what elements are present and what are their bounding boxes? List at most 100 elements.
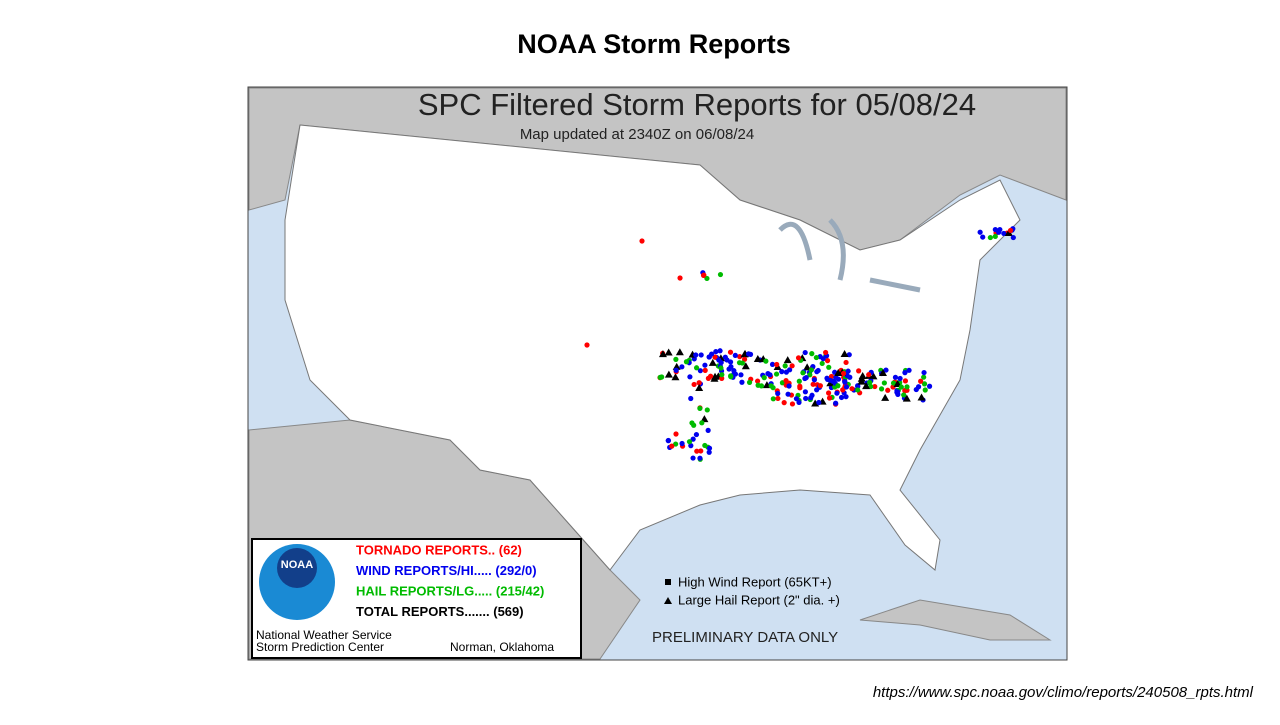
report-dot — [997, 226, 1003, 233]
report-dot — [890, 380, 897, 386]
report-dot — [688, 395, 694, 402]
report-dot — [719, 372, 725, 378]
report-dot — [820, 356, 826, 362]
hail-large-marker — [902, 394, 911, 402]
report-dot — [802, 389, 808, 395]
report-dot — [789, 401, 796, 407]
report-dot — [697, 405, 703, 411]
report-dot — [673, 367, 679, 373]
report-dot — [811, 377, 817, 383]
report-dot — [738, 372, 744, 378]
report-dot — [833, 374, 839, 380]
slide-title: NOAA Storm Reports — [517, 29, 791, 59]
report-dot — [727, 359, 734, 365]
report-dot — [704, 407, 710, 413]
report-dot — [679, 440, 685, 447]
report-dot — [902, 388, 908, 394]
usa — [284, 124, 1021, 571]
hail-large-marker — [1004, 228, 1013, 236]
report-dot — [727, 349, 734, 355]
report-dot — [802, 349, 808, 356]
hail-large-marker — [671, 373, 680, 381]
report-dot — [878, 386, 885, 392]
report-dot — [697, 455, 703, 461]
report-dot — [741, 356, 748, 362]
report-dot — [800, 370, 806, 376]
hail-large-marker — [708, 358, 717, 366]
report-dot — [700, 272, 707, 278]
source-url: https://www.spc.noaa.gov/climo/reports/2… — [873, 684, 1254, 701]
report-dot — [901, 392, 907, 398]
map: SPC Filtered Storm Reports for 05/08/24 … — [247, 86, 1068, 661]
report-dot — [883, 367, 889, 373]
report-dot — [728, 373, 734, 379]
report-dot — [797, 385, 803, 391]
report-dot — [872, 383, 878, 390]
report-dot — [842, 379, 848, 385]
hail-large-marker — [664, 348, 673, 356]
report-dot — [702, 362, 708, 368]
report-dot — [867, 379, 873, 386]
report-dot — [705, 427, 711, 433]
report-dot — [770, 396, 776, 402]
report-dot — [802, 375, 808, 382]
report-dot — [825, 390, 832, 396]
report-dot — [849, 386, 855, 392]
report-dot — [758, 383, 765, 389]
report-dot — [761, 375, 767, 381]
report-dot — [679, 364, 685, 370]
report-dot — [885, 387, 891, 393]
report-dot — [987, 234, 993, 241]
legend-entry: HAIL REPORTS/LG..... (215/42) — [356, 583, 544, 598]
report-dot — [868, 383, 874, 390]
report-dot — [746, 379, 753, 386]
center: Storm Prediction Center — [256, 640, 384, 654]
report-dot — [906, 367, 912, 373]
hail-large-marker — [753, 355, 762, 363]
report-dot — [815, 367, 821, 374]
report-dot — [697, 368, 703, 374]
report-dot — [894, 389, 900, 395]
hail-large-marker — [862, 382, 871, 390]
hail-large-marker — [917, 393, 926, 401]
report-dot — [843, 394, 849, 400]
report-dot — [774, 361, 780, 368]
report-dot — [693, 365, 700, 371]
report-dot — [716, 357, 722, 363]
location: Norman, Oklahoma — [450, 640, 554, 654]
report-dot — [782, 363, 788, 369]
report-dot — [696, 380, 702, 386]
report-dot — [717, 271, 724, 278]
report-dot — [897, 375, 903, 382]
report-dot — [639, 238, 645, 244]
hail-large-marker — [664, 370, 673, 378]
hail-large-marker — [741, 362, 750, 370]
report-dot — [807, 372, 813, 378]
report-dot — [980, 234, 986, 240]
report-dot — [855, 387, 861, 393]
report-dot — [688, 443, 694, 449]
legend-entry: WIND REPORTS/HI..... (292/0) — [356, 563, 537, 578]
report-dot — [796, 378, 802, 384]
report-dot — [673, 356, 679, 362]
report-dot — [902, 378, 909, 384]
report-dot — [691, 422, 697, 428]
hail-large-marker — [840, 350, 849, 358]
report-dot — [767, 372, 773, 378]
report-dot — [783, 369, 789, 375]
report-dot — [840, 387, 846, 393]
report-dot — [835, 383, 841, 389]
noaa-logo-inner — [277, 548, 317, 588]
report-dot — [686, 439, 693, 445]
hail-large-marker — [834, 368, 843, 376]
report-dot — [712, 354, 718, 360]
report-dot — [904, 384, 910, 390]
report-dot — [698, 448, 704, 454]
report-dot — [770, 385, 776, 391]
report-dot — [826, 364, 832, 370]
report-dot — [795, 355, 802, 361]
report-dot — [683, 359, 690, 365]
report-dot — [796, 399, 802, 406]
report-dot — [843, 359, 849, 366]
